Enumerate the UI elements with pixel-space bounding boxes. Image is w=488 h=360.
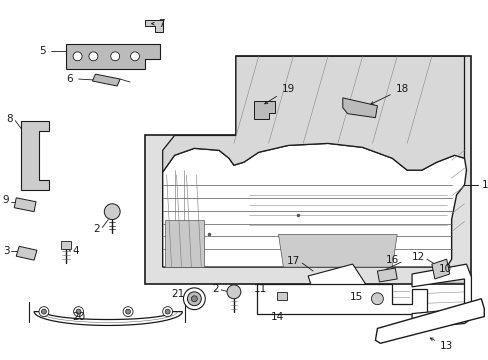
Circle shape xyxy=(165,309,170,314)
Text: 13: 13 xyxy=(429,338,452,351)
Polygon shape xyxy=(375,299,483,343)
Polygon shape xyxy=(256,284,426,314)
Text: 14: 14 xyxy=(270,311,283,321)
Polygon shape xyxy=(277,292,287,300)
Polygon shape xyxy=(21,121,49,190)
Polygon shape xyxy=(163,143,466,267)
Polygon shape xyxy=(307,264,365,301)
Text: 16: 16 xyxy=(385,255,398,265)
Polygon shape xyxy=(431,259,449,279)
Circle shape xyxy=(130,52,139,61)
Polygon shape xyxy=(278,234,396,267)
Circle shape xyxy=(226,285,241,299)
Circle shape xyxy=(191,296,197,302)
Polygon shape xyxy=(164,220,204,267)
Polygon shape xyxy=(34,312,182,325)
Text: 2: 2 xyxy=(212,284,219,294)
Circle shape xyxy=(89,52,98,61)
Text: 15: 15 xyxy=(348,292,362,302)
Polygon shape xyxy=(65,44,160,69)
Circle shape xyxy=(123,307,133,316)
Text: 5: 5 xyxy=(39,46,46,57)
Text: 4: 4 xyxy=(73,246,79,256)
Text: 18: 18 xyxy=(370,84,408,104)
Text: 21: 21 xyxy=(171,289,184,299)
Polygon shape xyxy=(92,74,120,86)
Circle shape xyxy=(187,292,201,306)
Circle shape xyxy=(110,52,120,61)
Circle shape xyxy=(76,309,81,314)
Text: 20: 20 xyxy=(73,311,85,321)
Polygon shape xyxy=(411,264,470,328)
Circle shape xyxy=(183,288,205,310)
Text: 11: 11 xyxy=(253,284,266,294)
Text: 8: 8 xyxy=(7,114,13,123)
Circle shape xyxy=(104,204,120,220)
Circle shape xyxy=(371,293,383,305)
Text: 6: 6 xyxy=(66,74,73,84)
Text: 12: 12 xyxy=(411,252,424,262)
Text: 9: 9 xyxy=(2,195,9,205)
Polygon shape xyxy=(144,20,163,32)
Polygon shape xyxy=(253,101,275,119)
Polygon shape xyxy=(377,268,396,282)
Circle shape xyxy=(163,307,172,316)
Circle shape xyxy=(74,307,83,316)
Circle shape xyxy=(73,52,82,61)
Circle shape xyxy=(39,307,49,316)
Text: 2: 2 xyxy=(94,225,100,234)
Text: 17: 17 xyxy=(286,256,300,266)
Text: 19: 19 xyxy=(264,84,294,104)
Polygon shape xyxy=(342,98,377,118)
Text: 7: 7 xyxy=(151,19,164,29)
Text: 3: 3 xyxy=(2,246,9,256)
Polygon shape xyxy=(144,56,470,284)
Circle shape xyxy=(125,309,130,314)
Polygon shape xyxy=(16,246,37,260)
Polygon shape xyxy=(61,241,70,249)
Circle shape xyxy=(41,309,46,314)
Polygon shape xyxy=(14,198,36,212)
Text: 10: 10 xyxy=(438,264,451,274)
Polygon shape xyxy=(163,56,464,172)
Text: 1: 1 xyxy=(480,180,487,190)
